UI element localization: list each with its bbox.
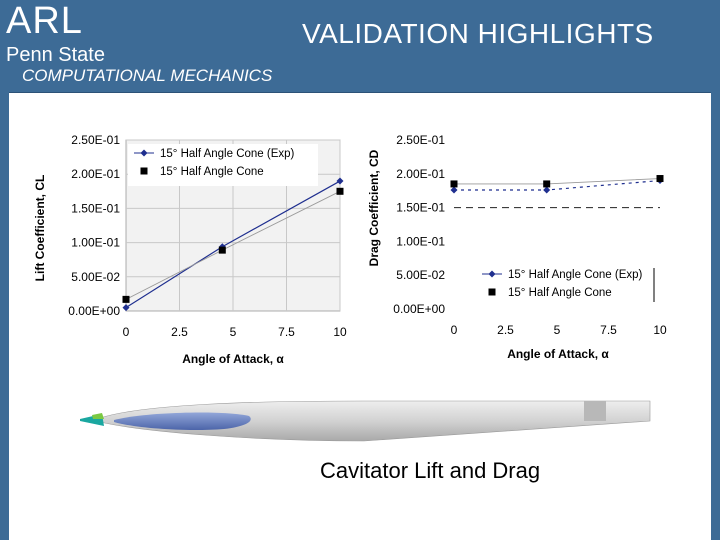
lift-ytick-label: 5.00E-02 xyxy=(71,270,120,284)
lift-data-point-diamond xyxy=(336,177,344,185)
lift-ytick-label: 2.00E-01 xyxy=(71,167,120,181)
lift-data-point-square xyxy=(122,295,130,303)
torpedo-illustration xyxy=(80,400,651,442)
drag-y-axis-label: Drag Coefficient, CD xyxy=(368,149,381,266)
drag-series-line xyxy=(454,179,661,191)
drag-legend-box xyxy=(476,265,662,305)
lift-legend-box xyxy=(128,144,318,186)
drag-xtick-label: 0 xyxy=(451,323,458,337)
lift-y-axis-label: Lift Coefficient, CL xyxy=(33,175,47,282)
torpedo-tail-band xyxy=(584,401,606,421)
drag-ytick-label: 2.50E-01 xyxy=(396,133,445,147)
lift-chart-panel: 0.00E+00 5.00E-02 1.00E-01 1.50E-01 2.00E-01… xyxy=(28,128,352,368)
header-bar: ARL Penn State COMPUTATIONAL MECHANICS V… xyxy=(0,0,720,93)
drag-legend-label: 15° Half Angle Cone (Exp) xyxy=(508,269,643,281)
drag-x-axis-label: Angle of Attack, α xyxy=(507,347,609,361)
drag-xtick-label: 5 xyxy=(554,323,561,337)
drag-xtick-label: 10 xyxy=(653,323,667,337)
lift-ytick-label: 1.00E-01 xyxy=(71,236,120,250)
lift-legend-marker xyxy=(140,149,148,157)
drag-legend-marker xyxy=(488,288,496,296)
lift-data-point-diamond xyxy=(122,304,130,312)
lift-ytick-label: 0.00E+00 xyxy=(68,304,120,318)
drag-data-point-diamond xyxy=(450,186,458,194)
lift-data-point-square xyxy=(336,187,344,195)
lift-xtick-label: 7.5 xyxy=(278,325,295,339)
drag-data-point-square xyxy=(450,180,458,188)
lift-legend-marker xyxy=(140,167,148,175)
drag-ytick-label: 1.50E-01 xyxy=(396,201,445,215)
lift-legend-label: 15° Half Angle Cone (Exp) xyxy=(160,148,295,160)
lift-ytick-label: 2.50E-01 xyxy=(71,133,120,147)
drag-chart-panel: 0.00E+00 5.00E-02 1.00E-01 1.50E-01 2.00E-01… xyxy=(367,128,672,368)
torpedo-stripe xyxy=(114,412,251,431)
drag-ytick-label: 0.00E+00 xyxy=(393,302,445,316)
right-frame-border xyxy=(711,92,720,540)
cavitator-tip-accent xyxy=(92,413,104,419)
lift-xtick-label: 2.5 xyxy=(171,325,188,339)
lift-legend-label: 15° Half Angle Cone xyxy=(160,166,264,178)
drag-ytick-label: 5.00E-02 xyxy=(396,268,445,282)
figure-caption: Cavitator Lift and Drag xyxy=(320,458,541,483)
lift-x-axis-label: Angle of Attack, α xyxy=(182,352,284,366)
left-frame-border xyxy=(0,92,9,540)
drag-data-point-square xyxy=(543,180,551,188)
drag-data-point-diamond xyxy=(543,186,551,194)
lift-ytick-label: 1.50E-01 xyxy=(71,201,120,215)
lift-chart: 0.00E+00 5.00E-02 1.00E-01 1.50E-01 2.00E-01… xyxy=(33,133,347,366)
arl-logo-text: ARL xyxy=(6,0,83,42)
lift-xtick-label: 10 xyxy=(333,325,347,339)
drag-legend-marker xyxy=(488,270,496,278)
drag-ytick-label: 2.00E-01 xyxy=(396,167,445,181)
drag-data-point-square xyxy=(656,175,664,183)
lift-xtick-label: 0 xyxy=(123,325,130,339)
slide-title: VALIDATION HIGHLIGHTS xyxy=(302,18,654,49)
org-name: Penn State xyxy=(6,44,105,66)
drag-ytick-label: 1.00E-01 xyxy=(396,234,445,248)
drag-chart: 0.00E+00 5.00E-02 1.00E-01 1.50E-01 2.00E-01… xyxy=(367,133,667,361)
drag-xtick-label: 7.5 xyxy=(600,323,617,337)
drag-xtick-label: 2.5 xyxy=(497,323,514,337)
drag-legend-label: 15° Half Angle Cone xyxy=(508,287,612,299)
lift-xtick-label: 5 xyxy=(230,325,237,339)
lift-data-point-square xyxy=(218,246,226,254)
division-name: COMPUTATIONAL MECHANICS xyxy=(22,66,273,85)
torpedo-body xyxy=(99,400,651,442)
